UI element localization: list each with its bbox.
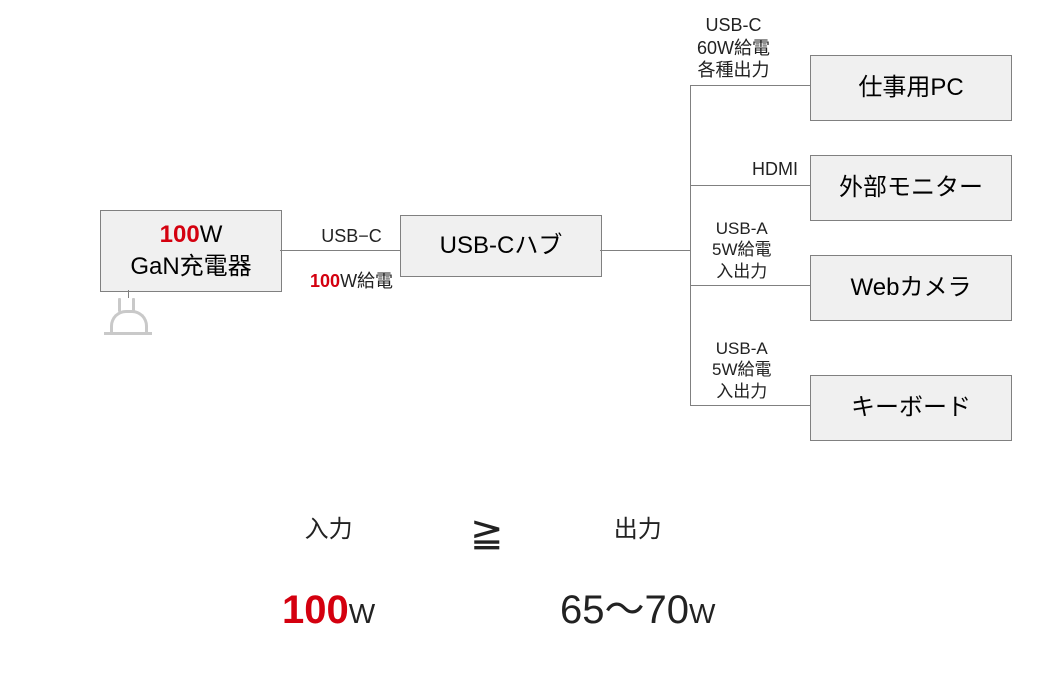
- node-webcam: Webカメラ: [810, 255, 1012, 321]
- edge-to-keyboard: [690, 405, 810, 406]
- summary-comparator: ≧: [470, 508, 504, 558]
- node-keyboard: キーボード: [810, 375, 1012, 441]
- summary-output: 出力 65〜70W: [560, 475, 715, 675]
- summary-input-value: 100: [282, 588, 349, 632]
- summary-input-unit: W: [349, 598, 375, 629]
- charger-label: GaN充電器: [130, 251, 251, 283]
- summary-output-unit: W: [689, 598, 715, 629]
- edge-to-webcam: [690, 285, 810, 286]
- summary-input: 入力 100W: [282, 475, 375, 675]
- edge-to-monitor: [690, 185, 810, 186]
- summary-output-value: 65〜70: [560, 588, 689, 632]
- edge-to-keyboard-label: USB-A 5W給電 入出力: [712, 338, 772, 402]
- summary-input-label: 入力: [282, 515, 375, 545]
- summary-output-label: 出力: [560, 515, 715, 545]
- charger-watt-unit: W: [200, 221, 223, 248]
- charger-watt: 100: [160, 221, 200, 248]
- edge-to-pc: [690, 85, 810, 86]
- node-charger: 100W GaN充電器: [100, 210, 282, 292]
- node-pc: 仕事用PC: [810, 55, 1012, 121]
- edge-to-pc-label: USB-C 60W給電 各種出力: [697, 14, 770, 82]
- edge-hub-bus: [600, 250, 690, 251]
- plug-cord: [128, 290, 129, 298]
- edge-to-webcam-label: USB-A 5W給電 入出力: [712, 218, 772, 282]
- node-monitor: 外部モニター: [810, 155, 1012, 221]
- edge-bus: [690, 85, 691, 405]
- edge-charger-hub-label: USB−C 100W給電: [290, 202, 393, 315]
- node-hub: USB-Cハブ: [400, 215, 602, 277]
- edge-to-monitor-label: HDMI: [752, 158, 798, 181]
